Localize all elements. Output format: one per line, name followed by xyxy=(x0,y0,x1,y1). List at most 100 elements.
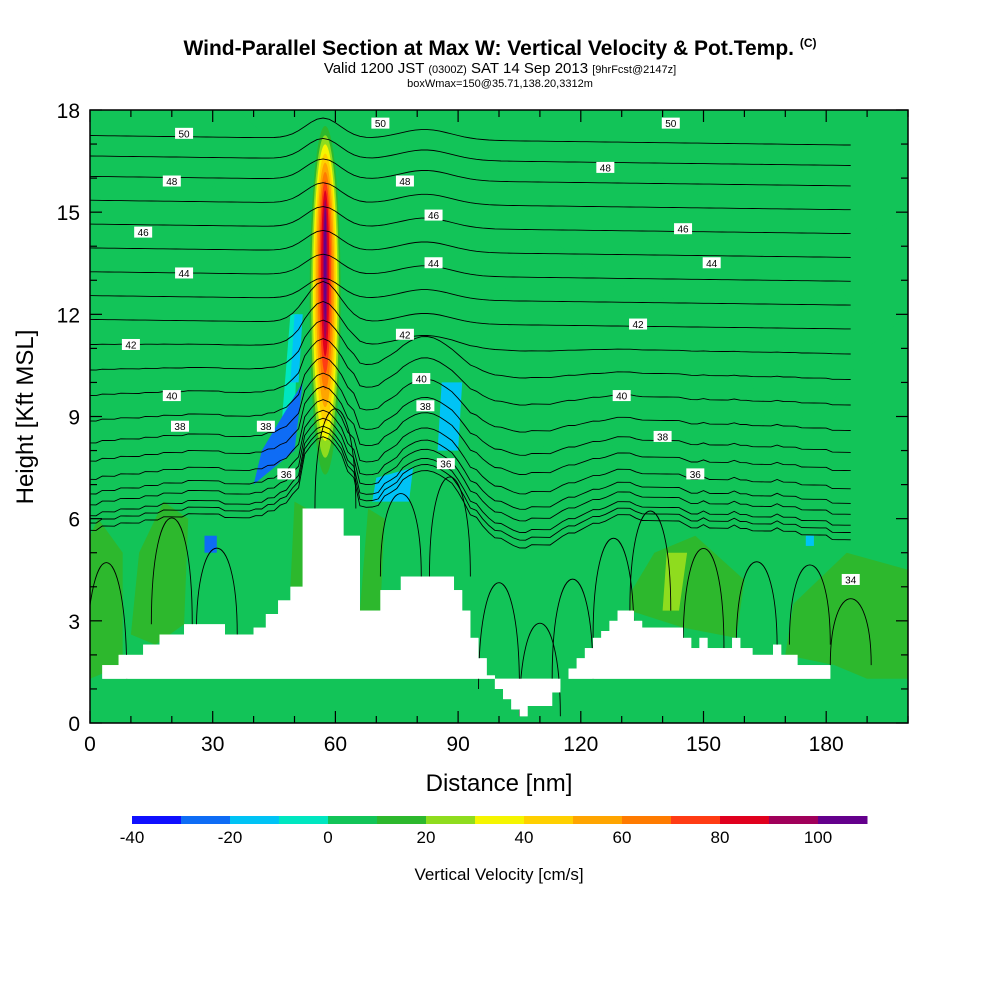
theta-loop xyxy=(629,510,672,611)
colorbar-tick-label: 0 xyxy=(323,828,332,847)
colorbar-swatch xyxy=(181,816,231,824)
w-region xyxy=(355,348,459,468)
colorbar-swatch xyxy=(524,816,574,824)
theta-label-text: 50 xyxy=(179,129,191,140)
theta-label-bg xyxy=(661,117,680,129)
theta-label-text: 40 xyxy=(166,392,178,403)
theta-label-text: 48 xyxy=(600,163,612,174)
theta-label-bg xyxy=(612,390,631,402)
w-region xyxy=(290,314,303,383)
theta-label-bg xyxy=(121,338,140,350)
theta-label-bg xyxy=(424,209,443,221)
chart-title: Wind-Parallel Section at Max W: Vertical… xyxy=(183,36,817,60)
x-tick-label: 90 xyxy=(446,733,469,756)
theta-label-bg xyxy=(702,257,721,269)
theta-loop xyxy=(788,564,831,645)
colorbar-swatch xyxy=(622,816,672,824)
theta-contour xyxy=(90,385,851,476)
theta-label-bg xyxy=(412,373,431,385)
theta-label-text: 48 xyxy=(399,177,411,188)
theta-label: 48 xyxy=(162,175,181,188)
theta-label: 46 xyxy=(424,209,443,222)
theta-label-bg xyxy=(170,420,189,432)
colorbar-swatch xyxy=(230,816,280,824)
theta-contour xyxy=(90,253,851,282)
theta-label-bg xyxy=(436,458,455,470)
theta-contour xyxy=(90,399,851,495)
subtitle-date: SAT 14 Sep 2013 xyxy=(471,60,589,77)
theta-label-bg xyxy=(395,328,414,340)
theta-label: 40 xyxy=(612,390,631,403)
theta-label: 44 xyxy=(175,267,194,280)
theta-label: 50 xyxy=(371,117,390,130)
colorbar-tick-label: 100 xyxy=(804,828,832,847)
theta-label-bg xyxy=(841,573,860,585)
theta-label-bg xyxy=(256,420,275,432)
theta-loop xyxy=(429,476,471,577)
colorbar-swatch xyxy=(426,816,476,824)
theta-label-bg xyxy=(371,117,390,129)
theta-contour xyxy=(90,301,851,355)
theta-label: 50 xyxy=(175,127,194,140)
y-axis-label: Height [Kft MSL] xyxy=(12,330,39,505)
theta-loop xyxy=(478,582,520,689)
w-region xyxy=(437,382,463,451)
x-tick-label: 180 xyxy=(809,733,844,756)
theta-label: 38 xyxy=(416,400,435,413)
theta-contour xyxy=(90,137,851,166)
w-region xyxy=(253,382,303,485)
theta-label-bg xyxy=(175,267,194,279)
colorbar-swatch xyxy=(475,816,525,824)
y-tick-label: 0 xyxy=(68,713,80,736)
theta-label-text: 46 xyxy=(138,228,150,239)
theta-loop xyxy=(735,561,778,649)
theta-label-text: 48 xyxy=(166,177,178,188)
theta-contour xyxy=(90,436,851,549)
updraft-level xyxy=(323,208,327,323)
theta-label-text: 42 xyxy=(125,340,137,351)
theta-contour xyxy=(90,229,851,258)
theta-label-text: 38 xyxy=(657,432,669,443)
x-tick-label: 60 xyxy=(324,733,347,756)
subtitle-utc: (0300Z) xyxy=(428,64,467,76)
theta-contour xyxy=(90,319,851,380)
colorbar-tick-label: -40 xyxy=(120,828,145,847)
w-region xyxy=(204,535,217,553)
colorbar-swatch xyxy=(279,816,329,824)
colorbar-swatch xyxy=(818,816,868,824)
theta-label-text: 50 xyxy=(665,119,677,130)
theta-label: 38 xyxy=(170,420,189,433)
colorbar-tick-label: 80 xyxy=(711,828,730,847)
theta-label: 40 xyxy=(412,373,431,386)
theta-label: 48 xyxy=(395,175,414,188)
y-tick-label: 12 xyxy=(57,304,80,327)
theta-contour xyxy=(90,338,851,406)
colorbar-swatch xyxy=(769,816,819,824)
copyright-mark: (C) xyxy=(799,36,817,50)
colorbar-swatch xyxy=(377,816,427,824)
x-tick-label: 150 xyxy=(686,733,721,756)
theta-label-bg xyxy=(416,400,435,412)
theta-contour xyxy=(90,425,851,533)
theta-label: 42 xyxy=(395,328,414,341)
theta-label: 42 xyxy=(629,318,648,331)
theta-loop xyxy=(682,548,725,649)
w-region xyxy=(130,501,189,645)
theta-contour xyxy=(90,158,851,187)
colorbar-tick-label: 60 xyxy=(613,828,632,847)
theta-contour xyxy=(90,409,851,510)
theta-label-bg xyxy=(175,127,194,139)
y-tick-label: 18 xyxy=(57,100,80,123)
theta-label: 46 xyxy=(674,223,693,236)
colorbar-swatch xyxy=(132,816,182,824)
w-region xyxy=(478,569,589,713)
w-region xyxy=(359,508,385,611)
theta-loop xyxy=(592,537,635,638)
theta-contour xyxy=(90,372,851,456)
w-region xyxy=(764,212,908,424)
x-tick-label: 120 xyxy=(563,733,598,756)
theta-loop xyxy=(314,408,357,509)
theta-label-bg xyxy=(653,430,672,442)
theta-contour xyxy=(90,206,851,235)
